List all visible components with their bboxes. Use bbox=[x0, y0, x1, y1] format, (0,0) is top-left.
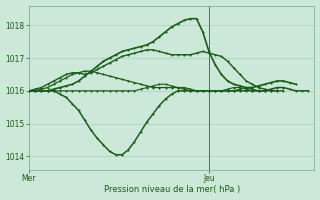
X-axis label: Pression niveau de la mer( hPa ): Pression niveau de la mer( hPa ) bbox=[104, 185, 240, 194]
